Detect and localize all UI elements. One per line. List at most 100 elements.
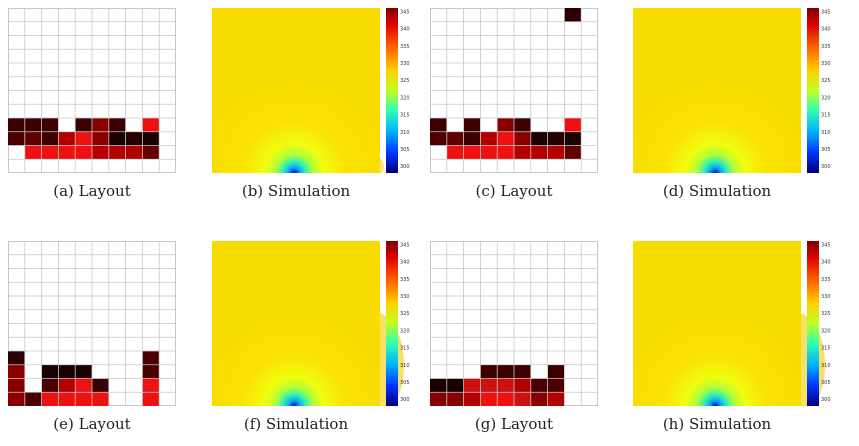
colorbar-tick-label: 300 <box>400 164 410 170</box>
caption-e: (e) Layout <box>53 415 131 433</box>
colorbar <box>386 241 398 406</box>
panel-b: 345 340 335 330 325 320 315 310 305 300 <box>212 8 422 173</box>
layout-cell <box>41 392 59 406</box>
colorbar-tick-label: 330 <box>400 294 410 300</box>
colorbar-tick-label: 345 <box>821 242 831 248</box>
layout-cell <box>142 118 160 132</box>
layout-cell <box>514 118 531 132</box>
layout-cell <box>75 131 92 146</box>
layout-cell <box>75 378 92 393</box>
layout-cell <box>41 118 59 132</box>
colorbar-tick-label: 320 <box>400 95 410 101</box>
layout-cell <box>24 118 42 132</box>
caption-d: (d) Simulation <box>662 182 772 200</box>
layout-cell <box>547 378 565 393</box>
layout-cell <box>92 392 109 406</box>
colorbar-tick-label: 330 <box>821 294 831 300</box>
panel-d: 345 340 335 330 325 320 315 310 305 300 <box>633 8 843 173</box>
colorbar-tick-label: 340 <box>821 260 831 266</box>
caption-a: (a) Layout <box>53 182 131 200</box>
colorbar-tick-label: 345 <box>400 9 410 15</box>
panel-h: 345 340 335 330 325 320 315 310 305 300 <box>633 241 843 406</box>
layout-cell <box>125 145 143 160</box>
colorbar-tick-label: 305 <box>400 380 410 386</box>
panel-c <box>430 8 598 173</box>
layout-cell <box>92 131 109 146</box>
layout-cell <box>530 145 548 160</box>
colorbar-tick-label: 305 <box>400 147 410 153</box>
colorbar-tick-label: 335 <box>821 44 831 50</box>
layout-cell <box>514 392 531 406</box>
layout-cell <box>480 131 498 146</box>
layout-cell <box>514 378 531 393</box>
layout-cell <box>530 378 548 393</box>
layout-cell <box>58 378 76 393</box>
colorbar-tick-label: 340 <box>400 27 410 33</box>
colorbar-tick-label: 325 <box>821 311 831 317</box>
layout-cell <box>8 378 25 393</box>
layout-cell <box>463 131 481 146</box>
colorbar-tick-label: 310 <box>400 130 410 136</box>
layout-cell <box>514 131 531 146</box>
layout-cell <box>125 131 143 146</box>
layout-cell <box>24 392 42 406</box>
caption-g: (g) Layout <box>474 415 554 433</box>
simulation-field-b: 345 340 335 330 325 320 315 310 305 300 <box>212 8 410 173</box>
panel-e <box>8 241 176 406</box>
layout-cell <box>430 131 447 146</box>
layout-cell <box>480 145 498 160</box>
caption-c: (c) Layout <box>475 182 553 200</box>
layout-cell <box>75 392 92 406</box>
layout-cell <box>547 364 565 379</box>
layout-cell <box>41 364 59 379</box>
layout-cell <box>58 392 76 406</box>
layout-cell <box>497 145 514 160</box>
layout-cell <box>92 145 109 160</box>
colorbar-tick-label: 340 <box>821 27 831 33</box>
colorbar-tick-label: 315 <box>400 346 410 352</box>
colorbar-tick-label: 320 <box>821 328 831 334</box>
layout-cell <box>497 118 514 132</box>
colorbar-tick-label: 325 <box>400 311 410 317</box>
layout-cell <box>547 131 565 146</box>
colorbar-tick-label: 335 <box>821 277 831 283</box>
colorbar-tick-label: 330 <box>821 61 831 67</box>
layout-cell <box>58 145 76 160</box>
colorbar-tick-label: 335 <box>400 277 410 283</box>
layout-cell <box>430 378 447 393</box>
layout-cell <box>564 118 582 132</box>
layout-cell <box>142 364 160 379</box>
colorbar-tick-label: 345 <box>821 9 831 15</box>
layout-cell <box>58 364 76 379</box>
layout-cell <box>446 392 464 406</box>
layout-cell <box>8 364 25 379</box>
layout-cell <box>92 118 109 132</box>
layout-grid-e <box>8 241 176 406</box>
layout-cell <box>564 145 582 160</box>
layout-cell <box>547 145 565 160</box>
colorbar-tick-label: 320 <box>821 95 831 101</box>
layout-cell <box>142 392 160 406</box>
layout-cell <box>463 145 481 160</box>
panel-g <box>430 241 598 406</box>
layout-cell <box>514 145 531 160</box>
layout-cell <box>497 378 514 393</box>
colorbar-tick-label: 330 <box>400 61 410 67</box>
layout-cell <box>497 364 514 379</box>
layout-cell <box>430 392 447 406</box>
colorbar-tick-label: 310 <box>821 363 831 369</box>
layout-cell <box>497 392 514 406</box>
layout-cell <box>108 145 126 160</box>
colorbar-tick-label: 315 <box>821 346 831 352</box>
layout-cell <box>58 131 76 146</box>
caption-h: (h) Simulation <box>662 415 772 433</box>
caption-f: (f) Simulation <box>243 415 349 433</box>
layout-cell <box>75 145 92 160</box>
layout-cell <box>142 351 160 365</box>
colorbar-tick-label: 310 <box>400 363 410 369</box>
panel-f: 345 340 335 330 325 320 315 310 305 300 <box>212 241 422 406</box>
layout-cell <box>8 351 25 365</box>
layout-cell <box>142 131 160 146</box>
layout-cell <box>75 118 92 132</box>
layout-cell <box>446 145 464 160</box>
